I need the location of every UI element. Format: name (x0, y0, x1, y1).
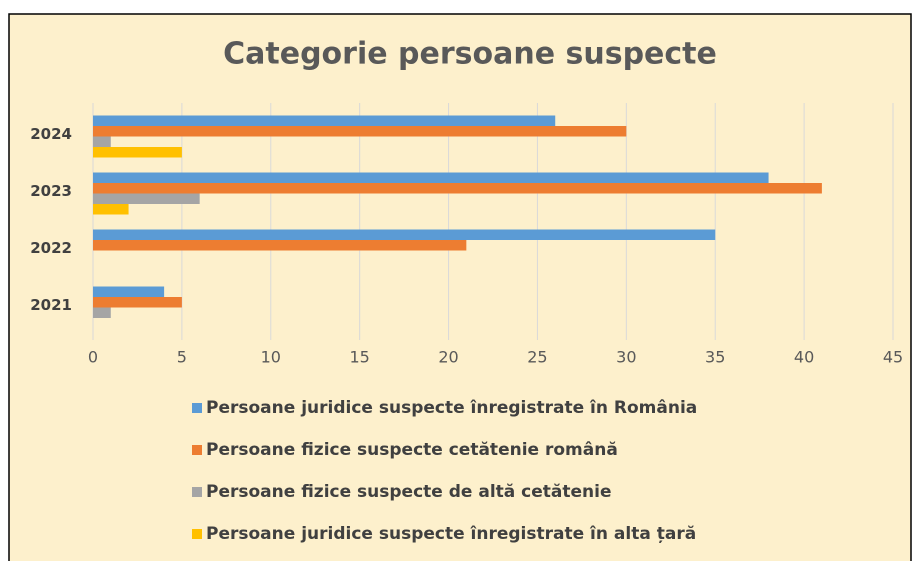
x-tick-label: 5 (177, 348, 187, 367)
bar (93, 126, 627, 137)
legend-swatch (192, 529, 202, 539)
x-tick-label: 0 (88, 348, 98, 367)
legend-swatch (192, 403, 202, 413)
bar (93, 240, 467, 251)
bar (93, 136, 111, 147)
x-tick-label: 35 (705, 348, 725, 367)
x-tick-label: 20 (438, 348, 458, 367)
x-tick-label: 40 (794, 348, 814, 367)
x-tick-label: 15 (349, 348, 369, 367)
legend-label: Persoane fizice suspecte cetătenie român… (206, 440, 618, 460)
legend-swatch (192, 487, 202, 497)
chart-title: Categorie persoane suspecte (223, 37, 717, 72)
bar (93, 115, 556, 126)
bar (93, 147, 182, 158)
bar (93, 172, 769, 183)
bar (93, 183, 822, 194)
bar (93, 307, 111, 318)
x-tick-label: 45 (883, 348, 903, 367)
y-tick-label: 2022 (30, 239, 72, 257)
y-tick-label: 2023 (30, 182, 72, 200)
bar (93, 193, 200, 204)
legend-label: Persoane juridice suspecte înregistrate … (206, 398, 697, 418)
x-tick-label: 10 (261, 348, 281, 367)
x-tick-label: 25 (527, 348, 547, 367)
bar (93, 204, 129, 215)
x-tick-label: 30 (616, 348, 636, 367)
legend-label: Persoane juridice suspecte înregistrate … (206, 524, 696, 544)
y-tick-label: 2024 (30, 125, 72, 143)
bar (93, 229, 716, 240)
bar (93, 297, 182, 308)
legend-swatch (192, 445, 202, 455)
bar (93, 286, 165, 297)
y-tick-label: 2021 (30, 296, 72, 314)
legend-label: Persoane fizice suspecte de altă cetăten… (206, 482, 612, 502)
